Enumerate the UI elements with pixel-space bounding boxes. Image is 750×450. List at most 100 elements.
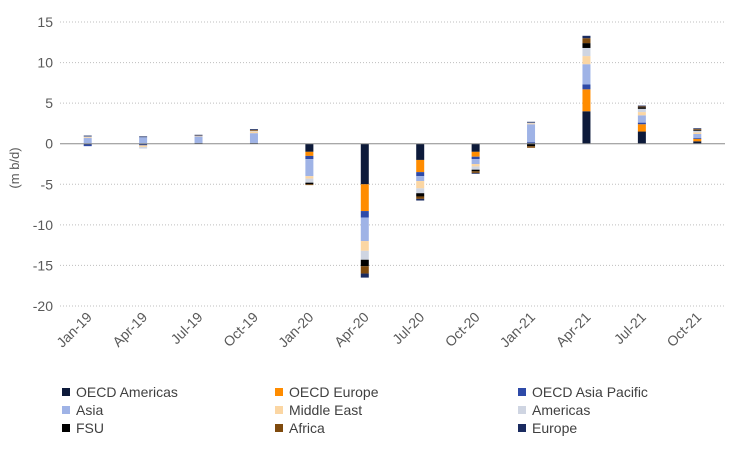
- bar-segment: [471, 143, 480, 152]
- bar-segment: [360, 273, 369, 278]
- bar-segment: [305, 159, 314, 177]
- legend-swatch: [518, 406, 526, 414]
- bars: [83, 35, 702, 278]
- y-tick-label: 15: [37, 14, 53, 30]
- y-tick-label: -10: [33, 217, 53, 233]
- bar-segment: [83, 137, 92, 139]
- bar-segment: [471, 156, 480, 160]
- bar-segment: [249, 133, 258, 143]
- bar-segment: [305, 155, 314, 160]
- bar-segment: [582, 84, 591, 90]
- bar-segment: [471, 166, 480, 170]
- bar-segment: [527, 124, 536, 143]
- bar-segment: [582, 38, 591, 44]
- y-tick-label: -15: [33, 257, 53, 273]
- bar-segment: [637, 131, 646, 144]
- legend-item: Americas: [518, 402, 590, 418]
- bar-segment: [360, 211, 369, 218]
- bar-segment: [305, 182, 314, 185]
- legend-item: OECD Europe: [275, 384, 379, 400]
- bar-segment: [416, 193, 425, 197]
- bar-segment: [471, 171, 480, 173]
- bar-segment: [249, 130, 258, 132]
- bar-segment: [637, 108, 646, 113]
- bar-segment: [527, 142, 536, 143]
- y-tick-label: 0: [45, 136, 53, 152]
- legend-item: OECD Americas: [62, 384, 178, 400]
- bar-segment: [582, 111, 591, 144]
- bar-segment: [305, 184, 314, 186]
- bar-segment: [527, 121, 536, 123]
- bar-segment: [471, 151, 480, 157]
- legend-item: Middle East: [275, 402, 362, 418]
- bar-segment: [471, 169, 480, 172]
- bar-segment: [249, 129, 258, 130]
- bar-segment: [360, 217, 369, 242]
- bar-segment: [360, 241, 369, 251]
- bar-segment: [360, 250, 369, 260]
- bar-segment: [305, 176, 314, 179]
- x-tick-label: Jul-19: [167, 309, 205, 347]
- bar-segment: [693, 129, 702, 130]
- legend-swatch: [62, 424, 70, 432]
- x-tick-label: Jan-19: [53, 309, 95, 351]
- legend-swatch: [62, 388, 70, 396]
- bar-segment: [527, 146, 536, 148]
- bar-segment: [637, 107, 646, 109]
- y-tick-label: 10: [37, 55, 53, 71]
- legend: OECD Americas OECD Europe OECD Asia Pacifi…: [62, 384, 648, 436]
- legend-label: OECD Asia Pacific: [532, 384, 648, 400]
- x-tick-label: Oct-21: [663, 309, 704, 350]
- legend-swatch: [62, 406, 70, 414]
- bar-segment: [305, 151, 314, 156]
- legend-swatch: [518, 424, 526, 432]
- legend-item: Africa: [275, 420, 325, 436]
- x-tick-label: Apr-21: [553, 309, 594, 350]
- bar-segment: [471, 172, 480, 174]
- legend-label: Middle East: [289, 402, 362, 418]
- y-tick-label: 5: [45, 95, 53, 111]
- legend-label: Americas: [532, 402, 590, 418]
- bar-segment: [637, 112, 646, 116]
- bar-segment: [139, 144, 148, 146]
- bar-segment: [416, 143, 425, 160]
- bar-segment: [693, 138, 702, 139]
- bar-segment: [360, 266, 369, 274]
- bar-segment: [527, 143, 536, 147]
- y-tick-label: -20: [33, 298, 53, 314]
- bar-segment: [139, 146, 148, 149]
- bar-segment: [416, 172, 425, 177]
- x-tick-label: Oct-20: [442, 309, 483, 350]
- bar-segment: [637, 115, 646, 123]
- bar-segment: [416, 181, 425, 189]
- bar-segment: [83, 144, 92, 147]
- legend-label: FSU: [76, 420, 104, 436]
- legend-swatch: [275, 406, 283, 414]
- bar-segment: [637, 105, 646, 107]
- legend-swatch: [518, 388, 526, 396]
- bar-segment: [249, 129, 258, 131]
- bar-segment: [693, 133, 702, 139]
- bar-segment: [527, 122, 536, 124]
- bar-segment: [139, 136, 148, 138]
- legend-swatch: [275, 388, 283, 396]
- bar-segment: [416, 176, 425, 182]
- bar-segment: [360, 143, 369, 185]
- bar-segment: [637, 106, 646, 108]
- bar-segment: [637, 122, 646, 125]
- x-tick-label: Jan-20: [275, 309, 317, 351]
- bar-segment: [416, 159, 425, 173]
- legend-label: OECD Europe: [289, 384, 379, 400]
- x-tick-label: Oct-19: [220, 309, 261, 350]
- legend-label: Asia: [76, 402, 103, 418]
- legend-label: Europe: [532, 420, 577, 436]
- bar-segment: [194, 134, 203, 136]
- x-tick-label: Jan-21: [497, 309, 539, 351]
- bar-segment: [360, 259, 369, 267]
- bar-segment: [249, 131, 258, 134]
- bar-segment: [194, 136, 203, 143]
- bar-segment: [83, 135, 92, 137]
- bar-segment: [693, 129, 702, 131]
- legend-label: Africa: [289, 420, 325, 436]
